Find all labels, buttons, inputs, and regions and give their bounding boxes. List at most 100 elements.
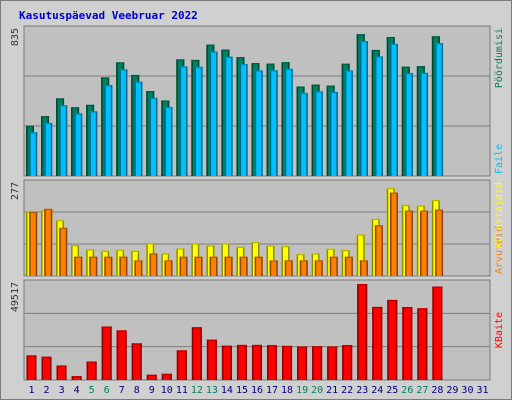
visits-panel-ymax-label: 835 <box>10 28 21 46</box>
bar-kbaite <box>297 346 308 380</box>
x-tick-label: 30 <box>461 385 473 396</box>
bar-arvuteid <box>59 227 68 276</box>
bar-arvuteid <box>269 260 278 276</box>
bar-faile <box>359 41 368 177</box>
bar-faile <box>254 70 263 176</box>
x-tick-label: 11 <box>176 385 188 396</box>
bar-kbaite <box>206 339 217 380</box>
bar-kbaite <box>282 345 293 380</box>
bar-arvuteid <box>224 256 233 276</box>
x-tick-label: 6 <box>104 385 110 396</box>
bar-arvuteid <box>329 256 338 276</box>
bar-faile <box>89 111 98 176</box>
x-tick-label: 2 <box>44 385 50 396</box>
bar-kbaite <box>357 284 368 380</box>
bar-faile <box>29 132 38 176</box>
legend-külastajaid: Külastajaid <box>494 182 505 248</box>
bar-kbaite <box>86 361 97 380</box>
bar-arvuteid <box>239 256 248 276</box>
x-tick-label: 27 <box>416 385 428 396</box>
x-tick-label: 9 <box>149 385 155 396</box>
bar-faile <box>405 73 414 176</box>
x-tick-label: 8 <box>134 385 140 396</box>
bar-arvuteid <box>389 192 398 276</box>
x-tick-label: 26 <box>401 385 413 396</box>
bar-faile <box>435 43 444 177</box>
bar-arvuteid <box>254 256 263 276</box>
bar-faile <box>224 56 233 177</box>
x-tick-label: 29 <box>446 385 458 396</box>
bar-faile <box>209 51 218 176</box>
bar-kbaite <box>236 344 247 380</box>
kbytes-panel-ymax-label: 49517 <box>10 282 21 312</box>
bar-faile <box>104 85 113 176</box>
x-tick-label: 22 <box>341 385 353 396</box>
bar-arvuteid <box>284 260 293 276</box>
bar-faile <box>284 68 293 176</box>
bar-kbaite <box>267 345 278 380</box>
x-tick-label: 20 <box>311 385 323 396</box>
bar-külastajaid <box>356 234 365 276</box>
bar-faile <box>74 113 83 176</box>
bar-faile <box>269 70 278 176</box>
x-tick-label: 18 <box>281 385 293 396</box>
bar-faile <box>179 66 188 176</box>
bar-kbaite <box>402 307 413 380</box>
bar-kbaite <box>71 376 82 380</box>
visitors-panel-ymax-label: 277 <box>10 182 21 200</box>
bar-arvuteid <box>74 256 83 276</box>
bar-arvuteid <box>149 253 158 276</box>
bar-arvuteid <box>359 260 368 276</box>
bar-kbaite <box>191 327 202 380</box>
x-tick-label: 31 <box>476 385 488 396</box>
bar-faile <box>314 91 323 176</box>
bar-kbaite <box>41 356 52 380</box>
bar-arvuteid <box>405 210 414 276</box>
bar-kbaite <box>176 350 187 380</box>
bar-arvuteid <box>420 210 429 276</box>
bar-arvuteid <box>134 260 143 276</box>
bar-kbaite <box>327 346 338 380</box>
bar-arvuteid <box>104 256 113 276</box>
bar-faile <box>344 70 353 176</box>
x-tick-label: 16 <box>251 385 263 396</box>
bar-arvuteid <box>164 260 173 276</box>
x-tick-label: 12 <box>191 385 203 396</box>
x-tick-label: 19 <box>296 385 308 396</box>
bar-kbaite <box>146 374 157 380</box>
bar-arvuteid <box>435 209 444 276</box>
x-tick-label: 14 <box>221 385 233 396</box>
bar-kbaite <box>342 345 353 380</box>
bar-kbaite <box>372 306 383 380</box>
bar-kbaite <box>417 308 428 380</box>
bar-kbaite <box>251 344 262 380</box>
bar-faile <box>299 92 308 176</box>
bar-faile <box>329 91 338 176</box>
bar-arvuteid <box>29 211 38 276</box>
bar-arvuteid <box>179 256 188 276</box>
bar-arvuteid <box>209 256 218 276</box>
x-tick-label: 15 <box>236 385 248 396</box>
legend-faile: Faile <box>494 144 505 174</box>
bar-faile <box>149 97 158 176</box>
bar-faile <box>239 64 248 176</box>
bar-faile <box>59 105 68 176</box>
x-tick-label: 28 <box>431 385 443 396</box>
bar-kbaite <box>56 365 67 380</box>
bar-kbaite <box>26 355 37 380</box>
bar-kbaite <box>432 286 443 380</box>
bar-kbaite <box>131 343 142 380</box>
x-tick-label: 23 <box>356 385 368 396</box>
bar-faile <box>420 72 429 176</box>
bar-arvuteid <box>314 260 323 276</box>
bar-arvuteid <box>374 225 383 276</box>
bar-kbaite <box>312 346 323 380</box>
x-tick-label: 17 <box>266 385 278 396</box>
bar-faile <box>389 43 398 177</box>
bar-kbaite <box>116 330 127 380</box>
bar-arvuteid <box>119 256 128 276</box>
chart-title: Kasutuspäevad Veebruar 2022 <box>19 9 198 22</box>
x-tick-label: 25 <box>386 385 398 396</box>
bar-kbaite <box>221 345 232 380</box>
